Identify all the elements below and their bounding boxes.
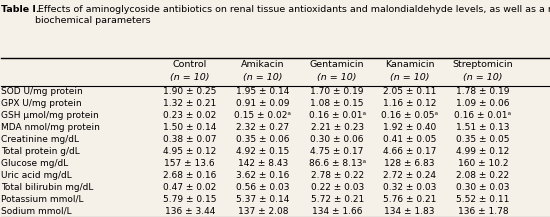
Text: (n = 10): (n = 10) (170, 72, 210, 82)
Text: 0.30 ± 0.03: 0.30 ± 0.03 (456, 183, 510, 192)
Text: (n = 10): (n = 10) (390, 72, 430, 82)
Text: 5.72 ± 0.21: 5.72 ± 0.21 (311, 195, 364, 204)
Text: 0.35 ± 0.06: 0.35 ± 0.06 (236, 135, 290, 144)
Text: Streptomicin: Streptomicin (453, 59, 513, 69)
Text: Table I.: Table I. (1, 5, 40, 14)
Text: (n = 10): (n = 10) (463, 72, 503, 82)
Text: Total protein g/dL: Total protein g/dL (1, 147, 80, 156)
Text: 0.38 ± 0.07: 0.38 ± 0.07 (163, 135, 217, 144)
Text: 1.32 ± 0.21: 1.32 ± 0.21 (163, 99, 216, 108)
Text: 5.76 ± 0.21: 5.76 ± 0.21 (383, 195, 437, 204)
Text: 1.70 ± 0.19: 1.70 ± 0.19 (310, 87, 364, 96)
Text: 134 ± 1.83: 134 ± 1.83 (384, 207, 435, 215)
Text: 0.16 ± 0.05ᵃ: 0.16 ± 0.05ᵃ (381, 111, 438, 120)
Text: 2.05 ± 0.11: 2.05 ± 0.11 (383, 87, 437, 96)
Text: 0.16 ± 0.01ᵃ: 0.16 ± 0.01ᵃ (454, 111, 512, 120)
Text: 0.91 ± 0.09: 0.91 ± 0.09 (236, 99, 290, 108)
Text: 1.92 ± 0.40: 1.92 ± 0.40 (383, 123, 436, 132)
Text: 3.62 ± 0.16: 3.62 ± 0.16 (236, 171, 290, 180)
Text: (n = 10): (n = 10) (243, 72, 283, 82)
Text: Gentamicin: Gentamicin (310, 59, 365, 69)
Text: Kanamicin: Kanamicin (385, 59, 435, 69)
Text: 5.37 ± 0.14: 5.37 ± 0.14 (236, 195, 290, 204)
Text: 2.78 ± 0.22: 2.78 ± 0.22 (311, 171, 364, 180)
Text: 4.75 ± 0.17: 4.75 ± 0.17 (310, 147, 364, 156)
Text: 0.56 ± 0.03: 0.56 ± 0.03 (236, 183, 290, 192)
Text: SOD U/mg protein: SOD U/mg protein (1, 87, 83, 96)
Text: 2.68 ± 0.16: 2.68 ± 0.16 (163, 171, 217, 180)
Text: Total bilirubin mg/dL: Total bilirubin mg/dL (1, 183, 94, 192)
Text: 2.21 ± 0.23: 2.21 ± 0.23 (311, 123, 364, 132)
Text: Potassium mmol/L: Potassium mmol/L (1, 195, 84, 204)
Text: 0.47 ± 0.02: 0.47 ± 0.02 (163, 183, 216, 192)
Text: 4.92 ± 0.15: 4.92 ± 0.15 (236, 147, 289, 156)
Text: 157 ± 13.6: 157 ± 13.6 (164, 159, 215, 168)
Text: Control: Control (173, 59, 207, 69)
Text: 1.50 ± 0.14: 1.50 ± 0.14 (163, 123, 217, 132)
Text: 2.08 ± 0.22: 2.08 ± 0.22 (456, 171, 509, 180)
Text: 2.72 ± 0.24: 2.72 ± 0.24 (383, 171, 436, 180)
Text: 2.32 ± 0.27: 2.32 ± 0.27 (236, 123, 289, 132)
Text: 1.08 ± 0.15: 1.08 ± 0.15 (310, 99, 364, 108)
Text: 142 ± 8.43: 142 ± 8.43 (238, 159, 288, 168)
Text: 5.52 ± 0.11: 5.52 ± 0.11 (456, 195, 510, 204)
Text: GSH μmol/mg protein: GSH μmol/mg protein (1, 111, 99, 120)
Text: GPX U/mg protein: GPX U/mg protein (1, 99, 82, 108)
Text: MDA nmol/mg protein: MDA nmol/mg protein (1, 123, 100, 132)
Text: 128 ± 6.83: 128 ± 6.83 (384, 159, 435, 168)
Text: Creatinine mg/dL: Creatinine mg/dL (1, 135, 79, 144)
Text: 137 ± 2.08: 137 ± 2.08 (238, 207, 288, 215)
Text: 1.16 ± 0.12: 1.16 ± 0.12 (383, 99, 437, 108)
Text: 134 ± 1.66: 134 ± 1.66 (312, 207, 362, 215)
Text: Effects of aminoglycoside antibiotics on renal tissue antioxidants and malondial: Effects of aminoglycoside antibiotics on… (35, 5, 550, 25)
Text: (n = 10): (n = 10) (317, 72, 357, 82)
Text: 1.95 ± 0.14: 1.95 ± 0.14 (236, 87, 290, 96)
Text: Glucose mg/dL: Glucose mg/dL (1, 159, 68, 168)
Text: 0.22 ± 0.03: 0.22 ± 0.03 (311, 183, 364, 192)
Text: 0.23 ± 0.02: 0.23 ± 0.02 (163, 111, 216, 120)
Text: 5.79 ± 0.15: 5.79 ± 0.15 (163, 195, 217, 204)
Text: 136 ± 3.44: 136 ± 3.44 (164, 207, 215, 215)
Text: 86.6 ± 8.13ᵃ: 86.6 ± 8.13ᵃ (309, 159, 366, 168)
Text: 160 ± 10.2: 160 ± 10.2 (458, 159, 508, 168)
Text: 0.16 ± 0.01ᵃ: 0.16 ± 0.01ᵃ (309, 111, 366, 120)
Text: 0.30 ± 0.06: 0.30 ± 0.06 (310, 135, 364, 144)
Text: Uric acid mg/dL: Uric acid mg/dL (1, 171, 72, 180)
Text: 1.09 ± 0.06: 1.09 ± 0.06 (456, 99, 510, 108)
Text: Sodium mmol/L: Sodium mmol/L (1, 207, 72, 215)
Text: Amikacin: Amikacin (241, 59, 285, 69)
Text: 4.66 ± 0.17: 4.66 ± 0.17 (383, 147, 437, 156)
Text: 1.78 ± 0.19: 1.78 ± 0.19 (456, 87, 510, 96)
Text: 0.41 ± 0.05: 0.41 ± 0.05 (383, 135, 437, 144)
Text: 0.15 ± 0.02ᵃ: 0.15 ± 0.02ᵃ (234, 111, 292, 120)
Text: 4.99 ± 0.12: 4.99 ± 0.12 (456, 147, 509, 156)
Text: 0.35 ± 0.05: 0.35 ± 0.05 (456, 135, 510, 144)
Text: 0.32 ± 0.03: 0.32 ± 0.03 (383, 183, 437, 192)
Text: 4.95 ± 0.12: 4.95 ± 0.12 (163, 147, 216, 156)
Text: 1.51 ± 0.13: 1.51 ± 0.13 (456, 123, 510, 132)
Text: 136 ± 1.78: 136 ± 1.78 (458, 207, 508, 215)
Text: 1.90 ± 0.25: 1.90 ± 0.25 (163, 87, 217, 96)
